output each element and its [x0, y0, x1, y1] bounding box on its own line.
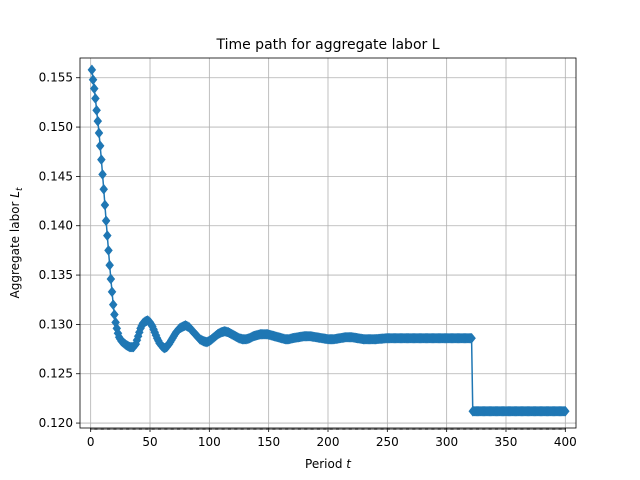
- x-tick-label: 400: [554, 435, 577, 449]
- data-point: [95, 140, 105, 152]
- x-tick-label: 50: [142, 435, 157, 449]
- data-point: [99, 183, 109, 195]
- x-tick-label: 250: [376, 435, 399, 449]
- y-tick-label: 0.145: [39, 169, 73, 183]
- y-tick-label: 0.155: [39, 71, 73, 85]
- data-point: [100, 199, 110, 211]
- data-point: [467, 332, 476, 344]
- data-point: [105, 259, 114, 271]
- data-point: [91, 93, 100, 104]
- data-point: [104, 244, 113, 256]
- data-point: [94, 127, 104, 139]
- data-point: [101, 215, 111, 227]
- data-point: [93, 115, 103, 127]
- x-tick-label: 0: [87, 435, 95, 449]
- data-point: [87, 64, 97, 76]
- x-tick-label: 350: [495, 435, 518, 449]
- chart-title: Time path for aggregate labor L: [215, 37, 439, 53]
- data-point: [108, 299, 118, 311]
- data-point: [561, 405, 570, 417]
- data-point: [102, 230, 112, 242]
- data-point: [97, 154, 106, 166]
- y-tick-label: 0.130: [39, 317, 73, 331]
- x-axis-ticks: 0 50 100 150 200 250 300 350 400: [87, 428, 577, 449]
- data-point: [107, 286, 117, 298]
- x-tick-label: 150: [257, 435, 280, 449]
- x-tick-label: 200: [317, 435, 340, 449]
- grid: [80, 58, 576, 428]
- series-layer: [87, 64, 570, 417]
- y-tick-label: 0.125: [39, 367, 73, 381]
- y-tick-label: 0.140: [39, 219, 73, 233]
- y-tick-label: 0.150: [39, 120, 73, 134]
- x-tick-label: 100: [198, 435, 221, 449]
- y-axis-ticks: 0.120 0.125 0.130 0.135 0.140 0.145 0.150 0.155: [39, 71, 80, 430]
- y-tick-label: 0.135: [39, 268, 73, 282]
- data-point: [98, 169, 107, 180]
- x-tick-label: 300: [435, 435, 458, 449]
- data-point: [92, 104, 101, 116]
- y-axis-label: Aggregate labor Lt: [8, 187, 25, 298]
- y-tick-label: 0.120: [39, 416, 73, 430]
- data-point: [106, 273, 116, 285]
- data-point: [89, 83, 99, 94]
- x-axis-label: Period t: [305, 457, 352, 471]
